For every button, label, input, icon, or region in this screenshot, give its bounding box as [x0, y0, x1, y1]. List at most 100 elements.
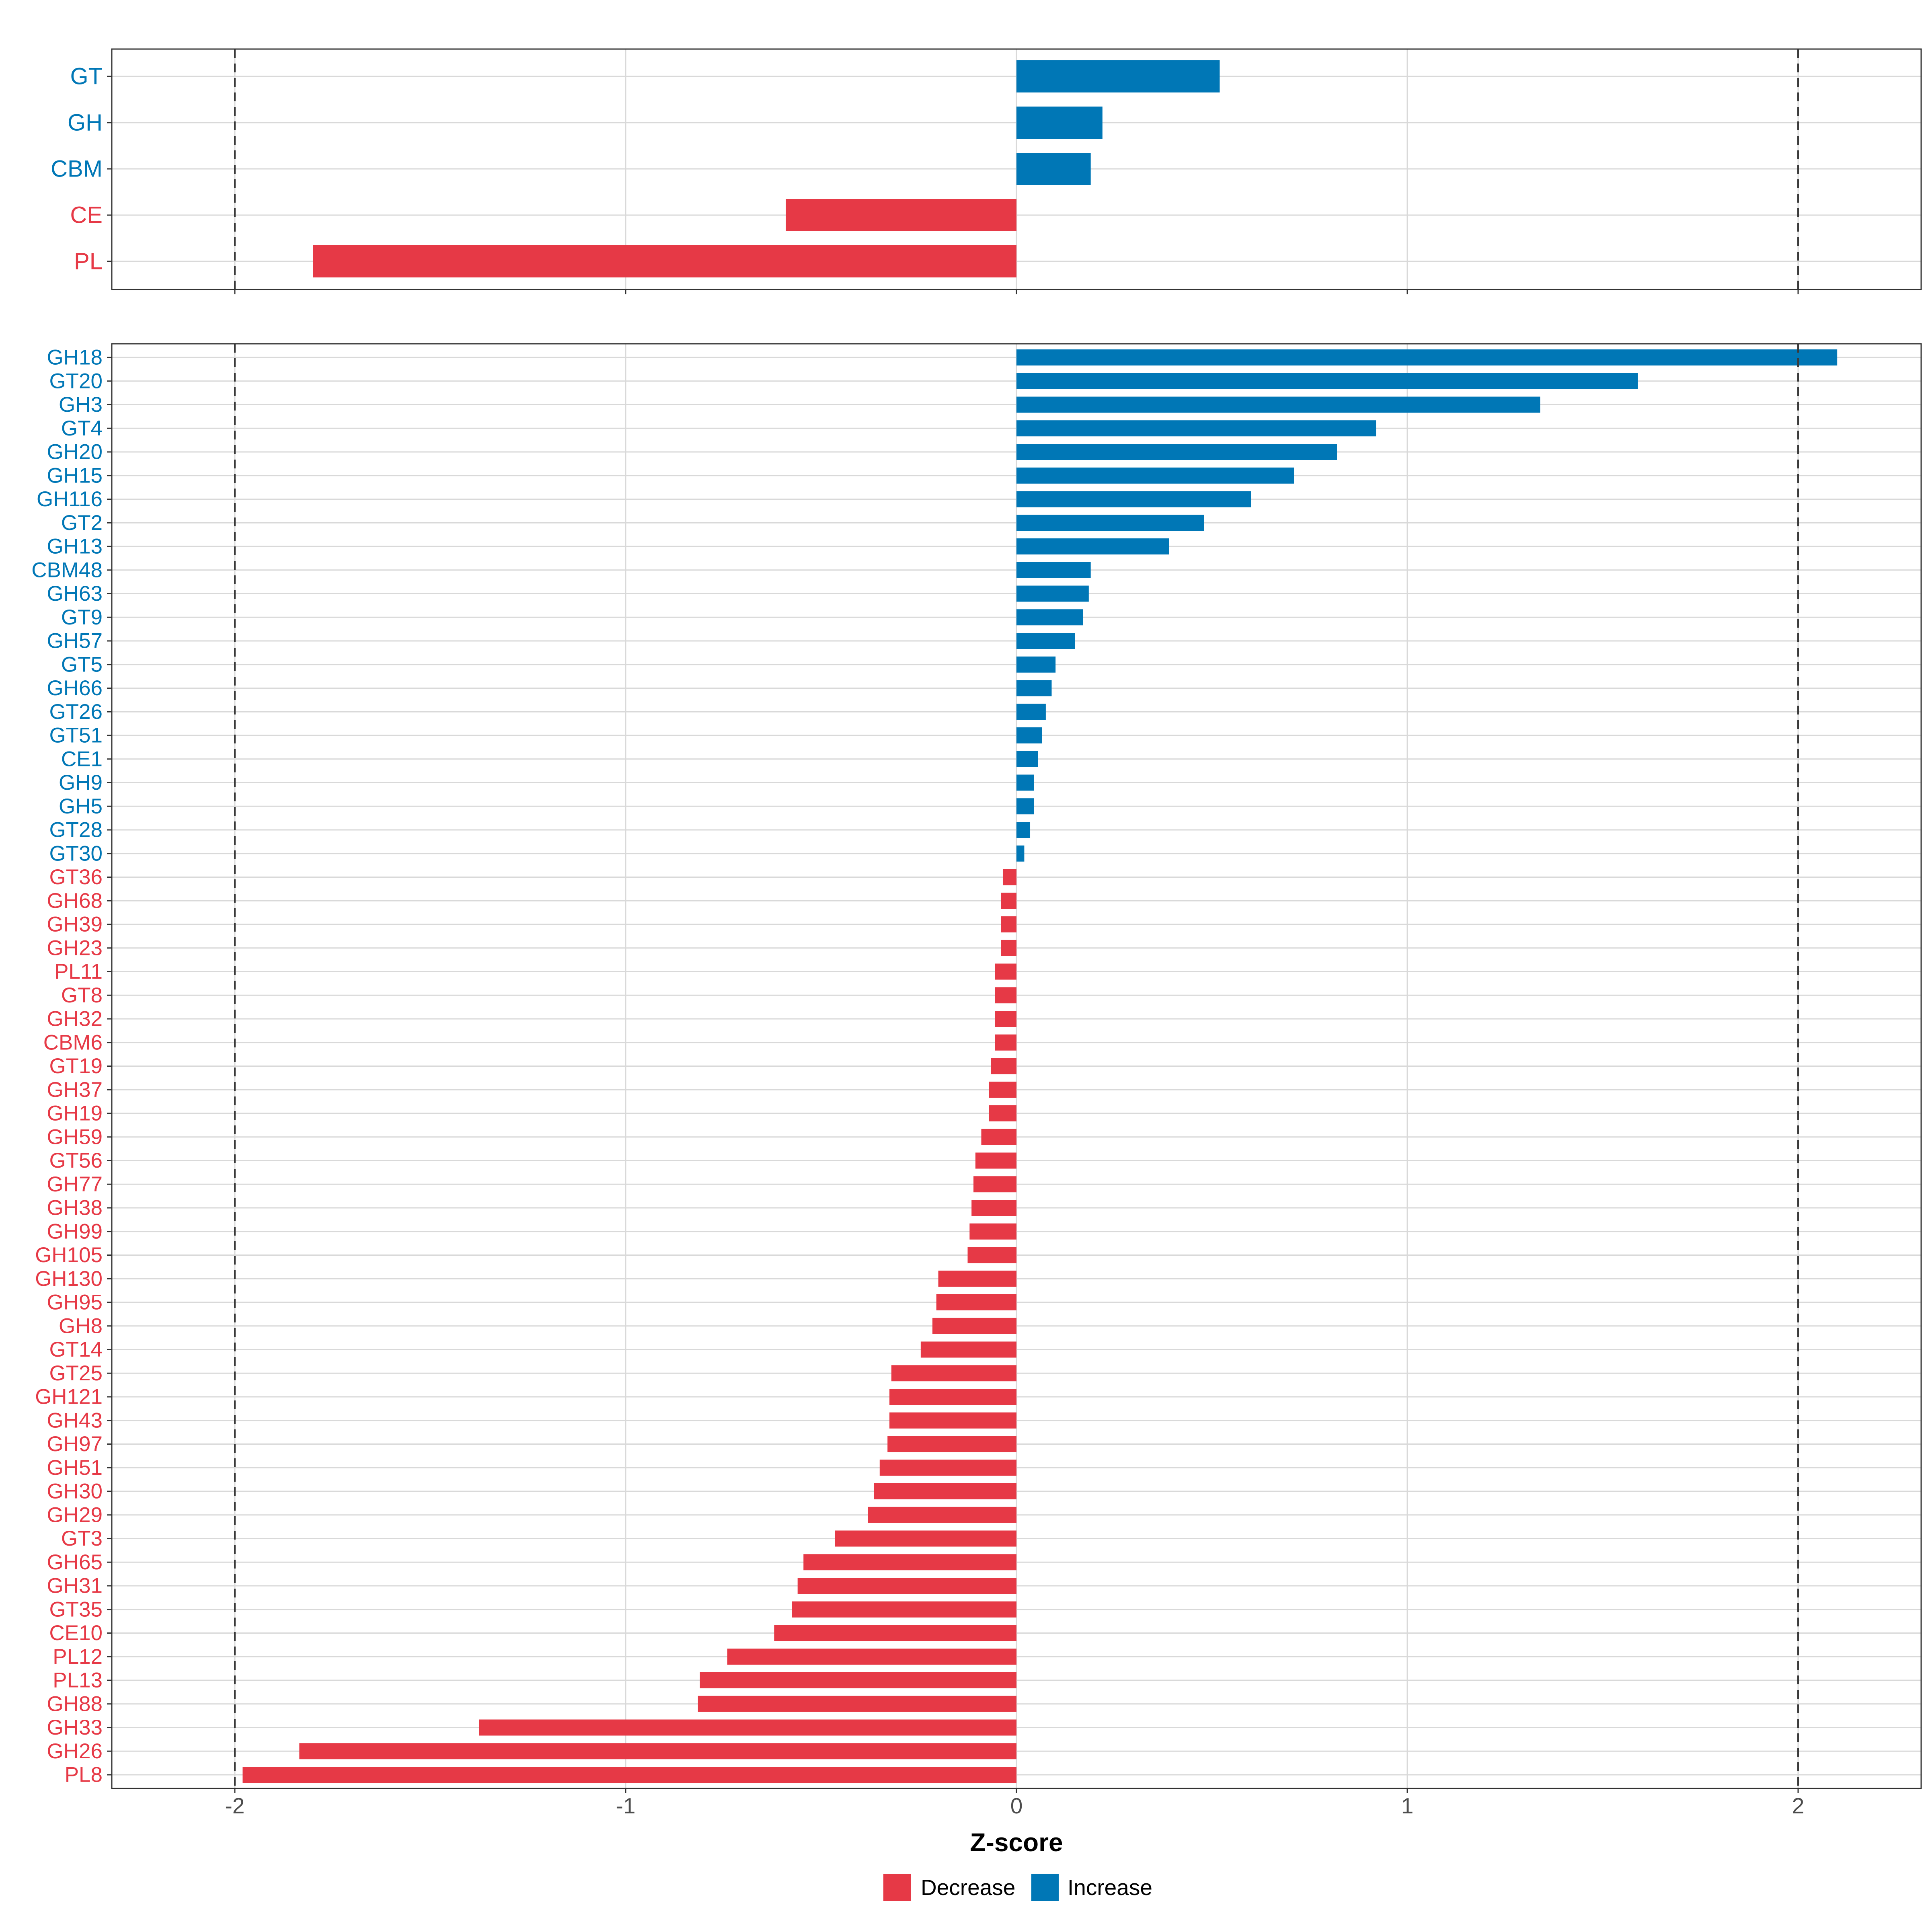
- bar-ce: [786, 199, 1016, 231]
- bar-gt14: [920, 1341, 1016, 1358]
- y-tick-label: GH39: [47, 913, 103, 936]
- y-tick-label: GH65: [47, 1550, 103, 1574]
- bar-gh57: [1016, 633, 1075, 649]
- y-tick-label: GT28: [49, 818, 103, 842]
- bar-gh77: [973, 1176, 1016, 1193]
- legend-swatch-decrease: [883, 1874, 911, 1901]
- bottom-panel: GH18GT20GH3GT4GH20GH15GH116GT2GH13CBM48G…: [31, 343, 1922, 1793]
- bar-gh51: [879, 1460, 1016, 1476]
- bar-gt25: [891, 1365, 1016, 1382]
- bar-gt20: [1016, 373, 1638, 389]
- y-tick-label: GH33: [47, 1716, 103, 1739]
- bar-gh30: [874, 1483, 1016, 1499]
- bar-cbm48: [1016, 562, 1091, 578]
- bar-gh15: [1016, 467, 1294, 484]
- bar-ce10: [774, 1625, 1016, 1641]
- bar-gt26: [1016, 704, 1046, 720]
- bar-gt3: [835, 1530, 1016, 1547]
- y-tick-label: GT56: [49, 1149, 103, 1172]
- y-tick-label: GH51: [47, 1456, 103, 1480]
- y-tick-label: CBM6: [43, 1031, 103, 1054]
- x-axis-title: Z-score: [970, 1828, 1063, 1857]
- bar-gh68: [1001, 893, 1016, 909]
- bar-gh37: [989, 1082, 1016, 1098]
- bar-gt28: [1016, 822, 1031, 838]
- bar-pl13: [700, 1672, 1016, 1688]
- bar-pl11: [995, 963, 1016, 980]
- y-tick-label: GT30: [49, 842, 103, 865]
- bar-gh32: [995, 1011, 1016, 1027]
- y-tick-label: GT20: [49, 369, 103, 393]
- bar-gh23: [1001, 940, 1016, 956]
- legend-swatch-increase: [1031, 1874, 1059, 1901]
- x-tick-label: -2: [225, 1793, 245, 1818]
- y-tick-label: PL12: [53, 1645, 103, 1669]
- x-tick-label: 1: [1401, 1793, 1414, 1818]
- y-tick-label: GT36: [49, 865, 103, 889]
- legend: Decrease Increase: [883, 1874, 1152, 1901]
- bar-gh31: [797, 1578, 1016, 1594]
- bar-gh105: [967, 1247, 1016, 1263]
- bar-pl12: [727, 1649, 1016, 1665]
- bar-gt4: [1016, 420, 1376, 437]
- bar-gh3: [1016, 396, 1540, 413]
- bar-gh130: [938, 1271, 1016, 1287]
- y-tick-label: GT25: [49, 1361, 103, 1385]
- y-tick-label: GH130: [35, 1267, 103, 1291]
- bar-gh20: [1016, 444, 1337, 460]
- bar-pl: [313, 245, 1016, 277]
- y-tick-label: GH13: [47, 535, 103, 558]
- y-tick-label: GH23: [47, 936, 103, 960]
- bar-gh19: [989, 1105, 1016, 1121]
- x-tick-label: -1: [616, 1793, 636, 1818]
- bar-gt2: [1016, 515, 1204, 531]
- y-tick-label: GT51: [49, 724, 103, 747]
- y-tick-label: GH88: [47, 1692, 103, 1716]
- y-tick-label: GH116: [37, 487, 103, 511]
- bar-gh13: [1016, 538, 1169, 554]
- y-tick-label: GH5: [59, 795, 103, 818]
- y-tick-label: GT: [70, 64, 103, 90]
- x-tick-label: 2: [1792, 1793, 1805, 1818]
- bar-gh5: [1016, 798, 1034, 815]
- bar-gh99: [969, 1223, 1016, 1240]
- bar-gh95: [936, 1294, 1016, 1310]
- y-tick-label: GH97: [47, 1432, 103, 1456]
- bar-gt51: [1016, 727, 1042, 743]
- y-tick-label: GH57: [47, 629, 103, 653]
- bar-cbm: [1016, 153, 1091, 185]
- top-panel: GT GH CBM CE PL: [51, 48, 1922, 294]
- y-tick-label: GH121: [35, 1385, 103, 1409]
- bar-gh9: [1016, 774, 1034, 791]
- bar-gt8: [995, 987, 1016, 1004]
- y-tick-label: GH32: [47, 1007, 103, 1031]
- bar-gt: [1016, 60, 1220, 92]
- bar-gh18: [1016, 349, 1838, 365]
- x-axis: -2 -1 0 1 2: [225, 1793, 1805, 1818]
- bar-gh65: [803, 1554, 1016, 1571]
- y-tick-label: GH66: [47, 676, 103, 700]
- bar-gh26: [299, 1743, 1016, 1760]
- bar-gt9: [1016, 609, 1083, 626]
- y-tick-label: CE1: [61, 747, 103, 771]
- y-tick-label: GH37: [47, 1078, 103, 1102]
- y-tick-label: PL8: [65, 1763, 103, 1787]
- y-tick-label: GH20: [47, 440, 103, 464]
- y-tick-label: GH9: [59, 771, 103, 795]
- bar-gh29: [868, 1507, 1016, 1523]
- legend-label-increase: Increase: [1068, 1875, 1152, 1900]
- bar-gh33: [479, 1719, 1016, 1736]
- bar-gt36: [1002, 869, 1016, 885]
- y-tick-label: GT14: [49, 1338, 103, 1361]
- y-tick-label: GH95: [47, 1291, 103, 1314]
- y-tick-label: PL13: [53, 1669, 103, 1692]
- bar-gh38: [971, 1200, 1016, 1216]
- y-tick-label: GH77: [47, 1172, 103, 1196]
- y-tick-label: GT9: [61, 606, 103, 629]
- bar-gh: [1016, 107, 1103, 139]
- bar-gh66: [1016, 680, 1052, 696]
- y-tick-label: GH59: [47, 1125, 103, 1149]
- y-tick-label: GH18: [47, 346, 103, 370]
